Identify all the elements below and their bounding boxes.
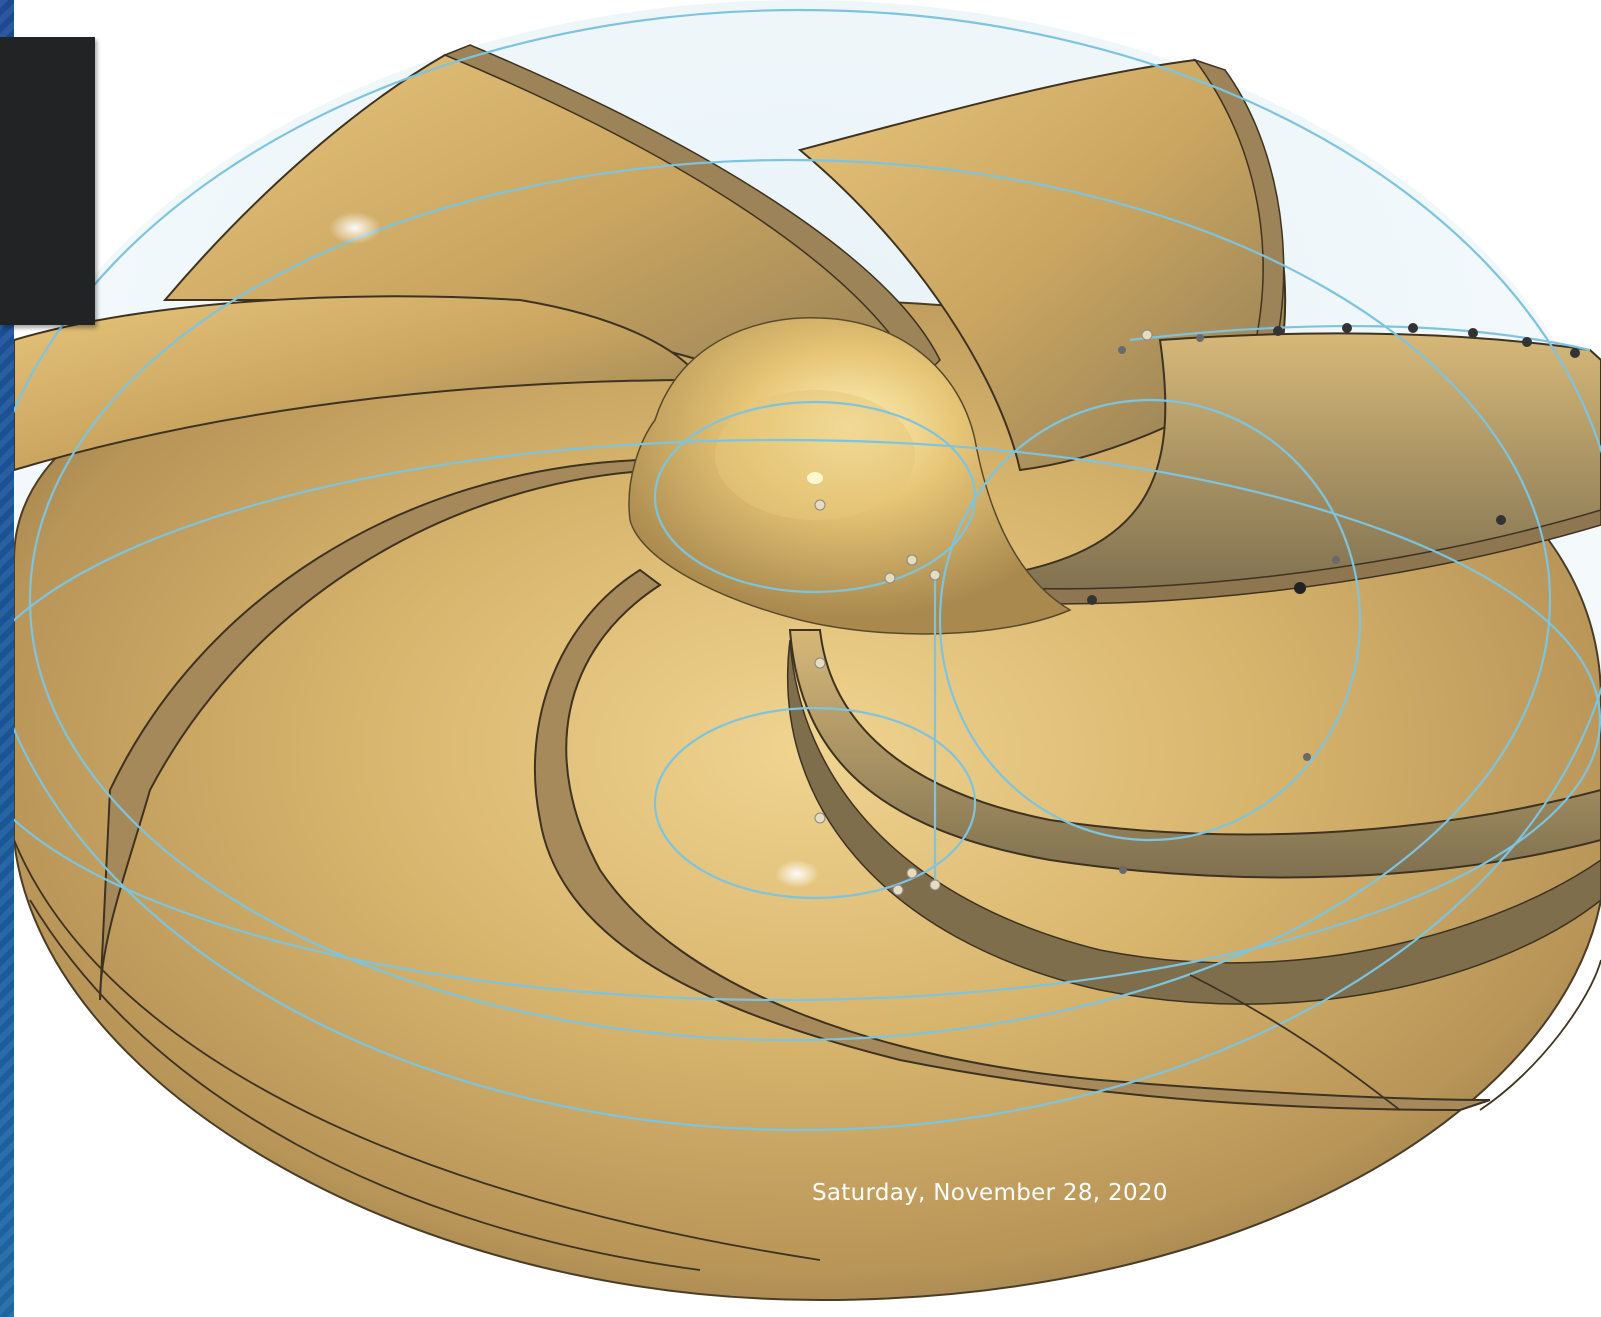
title-placeholder bbox=[0, 37, 95, 325]
footer-date: Saturday, November 28, 2020 bbox=[812, 1180, 1168, 1206]
background-bottom bbox=[14, 760, 1601, 1317]
blade-edge-1 bbox=[443, 44, 941, 382]
light-glow-2 bbox=[775, 860, 819, 888]
page-number: 19 bbox=[1349, 1180, 1379, 1206]
slide-accent-strip bbox=[0, 0, 14, 1317]
blade-center-right bbox=[788, 629, 1601, 879]
blade-center bbox=[533, 568, 1491, 1112]
light-glow-1 bbox=[329, 212, 381, 244]
blade-front-left bbox=[99, 458, 664, 1001]
sketch-points bbox=[814, 323, 1580, 896]
shroud-lines bbox=[13, 839, 1601, 1271]
blade-shadow bbox=[786, 639, 1601, 1005]
sketch-lines bbox=[0, 9, 1601, 1131]
hub-highlight bbox=[807, 472, 823, 484]
hub-top bbox=[715, 390, 915, 520]
blade-top-left bbox=[13, 295, 702, 472]
